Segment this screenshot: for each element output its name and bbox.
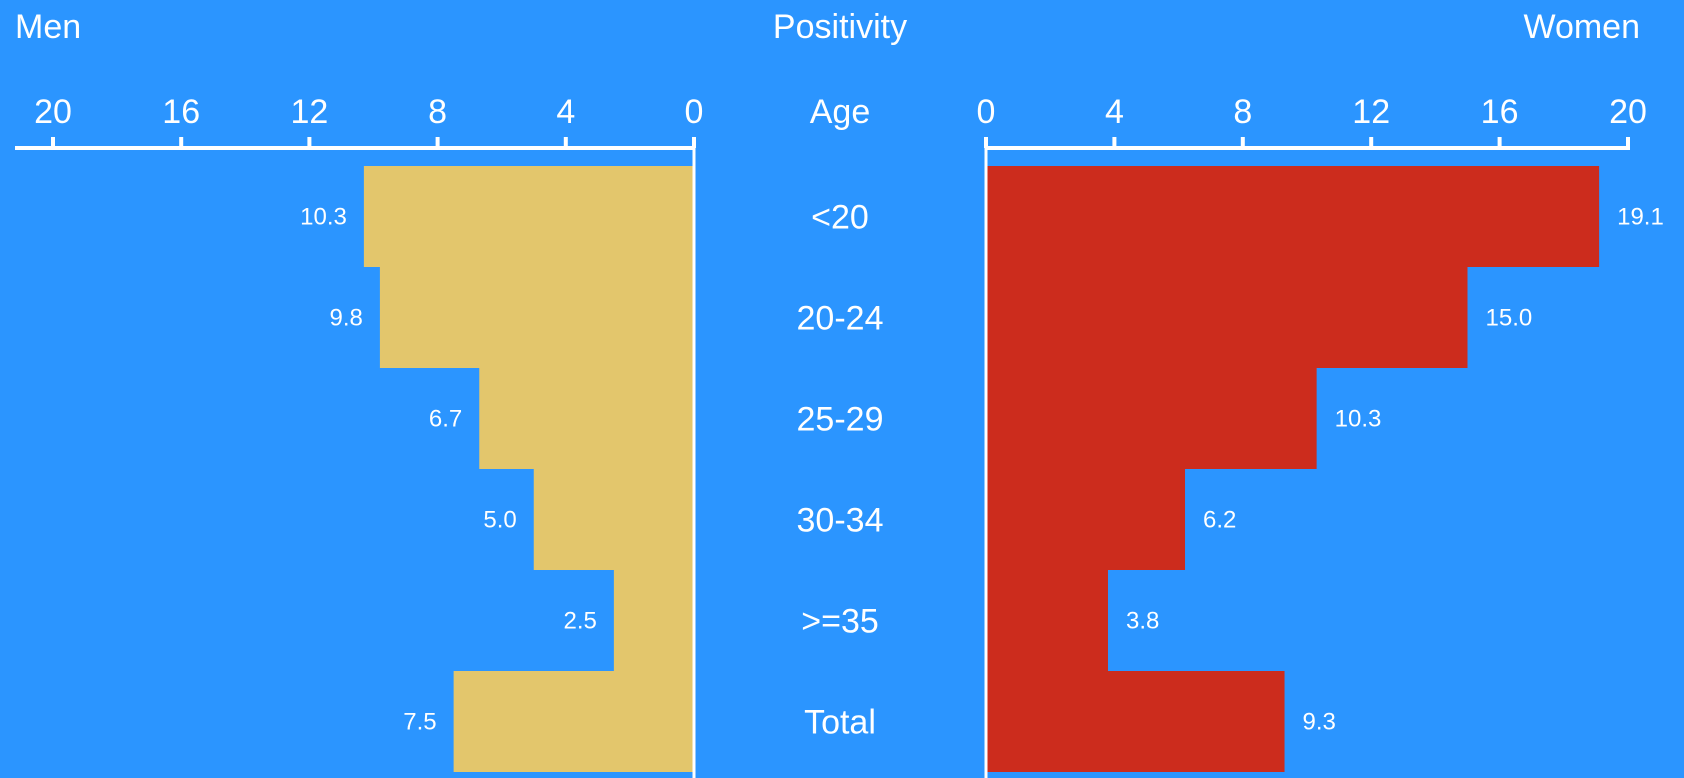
- axes-layer: [15, 137, 1630, 778]
- men-value-label: 6.7: [429, 406, 462, 433]
- women-tick-label: 12: [1352, 93, 1390, 131]
- women-tick-label: 4: [1105, 93, 1124, 131]
- bars-layer: [363, 166, 1600, 772]
- men-series-title: Men: [15, 8, 81, 46]
- age-axis-label: Age: [810, 93, 871, 131]
- men-value-label: 7.5: [403, 709, 436, 736]
- age-category-label: <20: [811, 199, 869, 237]
- men-bar: [479, 368, 694, 469]
- women-bar: [986, 469, 1186, 570]
- men-tick-label: 8: [428, 93, 447, 131]
- age-category-label: 20-24: [797, 300, 884, 338]
- men-bar: [453, 671, 694, 772]
- women-tick-label: 0: [977, 93, 996, 131]
- women-value-label: 9.3: [1303, 709, 1336, 736]
- men-value-label: 2.5: [564, 608, 597, 635]
- men-tick-label: 0: [685, 93, 704, 131]
- women-bar: [986, 368, 1317, 469]
- men-value-label: 5.0: [483, 507, 516, 534]
- women-tick-label: 8: [1233, 93, 1252, 131]
- age-category-label: 30-34: [797, 502, 884, 540]
- men-tick-label: 20: [34, 93, 72, 131]
- men-tick-label: 4: [556, 93, 575, 131]
- women-tick-label: 20: [1609, 93, 1647, 131]
- women-value-label: 10.3: [1335, 406, 1382, 433]
- age-category-label: 25-29: [797, 401, 884, 439]
- men-bar: [379, 267, 694, 368]
- age-category-label: Total: [804, 704, 876, 742]
- women-bar: [986, 267, 1468, 368]
- men-value-label: 9.8: [330, 305, 363, 332]
- men-bar: [613, 570, 694, 671]
- men-tick-label: 12: [290, 93, 328, 131]
- women-value-label: 6.2: [1203, 507, 1236, 534]
- women-series-title: Women: [1523, 8, 1640, 46]
- women-bar: [986, 570, 1108, 671]
- women-value-label: 3.8: [1126, 608, 1159, 635]
- men-bar: [533, 469, 694, 570]
- men-tick-label: 16: [162, 93, 200, 131]
- women-tick-label: 16: [1481, 93, 1519, 131]
- women-value-label: 19.1: [1617, 204, 1664, 231]
- men-value-label: 10.3: [300, 204, 347, 231]
- women-value-label: 15.0: [1486, 305, 1533, 332]
- women-bar: [986, 166, 1600, 267]
- women-bar: [986, 671, 1285, 772]
- men-bar: [363, 166, 694, 267]
- chart-title: Positivity: [773, 8, 907, 46]
- labels-layer: 0 0 4 4 8 8 12 12 16 16 20 20 10.3 19.1 <20 9.8 15.0 20-2…: [34, 93, 1664, 742]
- age-category-label: >=35: [801, 603, 879, 641]
